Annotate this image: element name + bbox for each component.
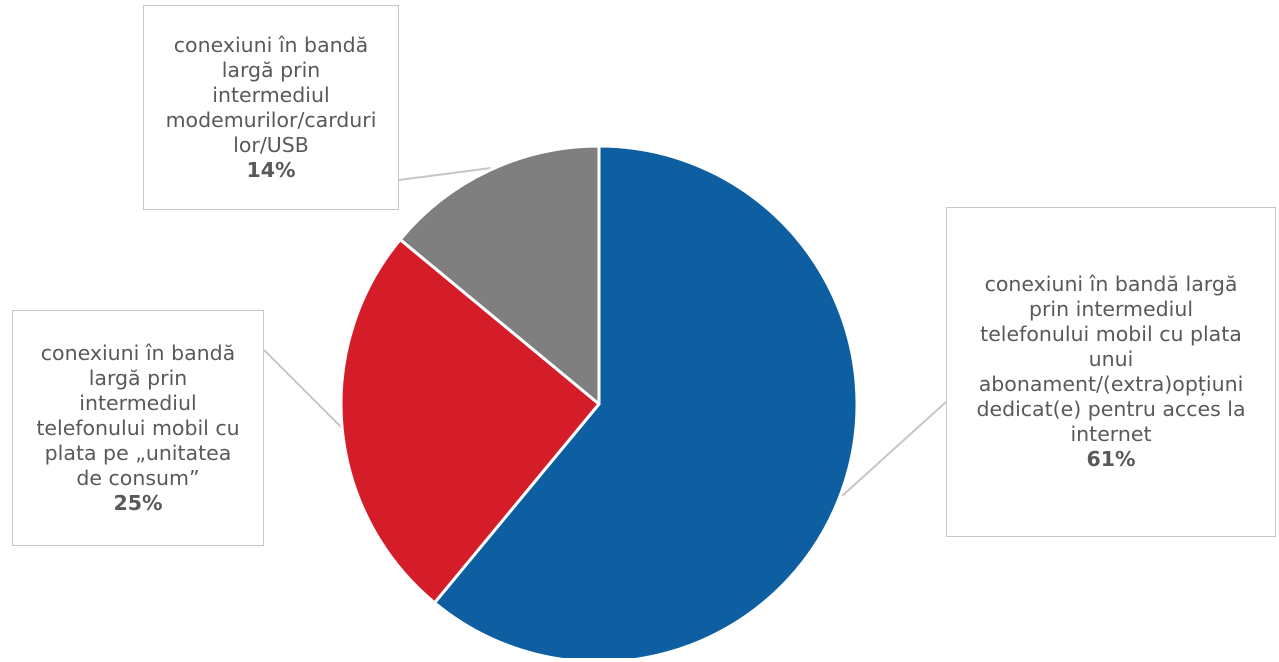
pie-slices (339, 144, 859, 662)
data-label-text: conexiuni în bandă largă prin intermediu… (36, 340, 240, 490)
leader-line-1 (263, 349, 343, 429)
pie-slice-1 (339, 238, 601, 605)
data-label-percent: 14% (246, 157, 296, 182)
leader-line-0 (841, 401, 947, 497)
data-label-slice-0: conexiuni în bandă largă prin intermediu… (946, 207, 1276, 537)
data-label-slice-2: conexiuni în bandă largă prin intermediu… (143, 5, 399, 210)
data-label-text: conexiuni în bandă largă prin intermediu… (976, 272, 1246, 446)
leader-lines (263, 167, 947, 497)
pie-slice-2 (398, 144, 601, 406)
data-label-percent: 25% (113, 490, 163, 515)
leader-line-2 (398, 167, 492, 181)
data-label-slice-1: conexiuni în bandă largă prin intermediu… (12, 310, 264, 546)
data-label-text: conexiuni în bandă largă prin intermediu… (165, 32, 377, 157)
data-label-percent: 61% (1086, 447, 1136, 471)
